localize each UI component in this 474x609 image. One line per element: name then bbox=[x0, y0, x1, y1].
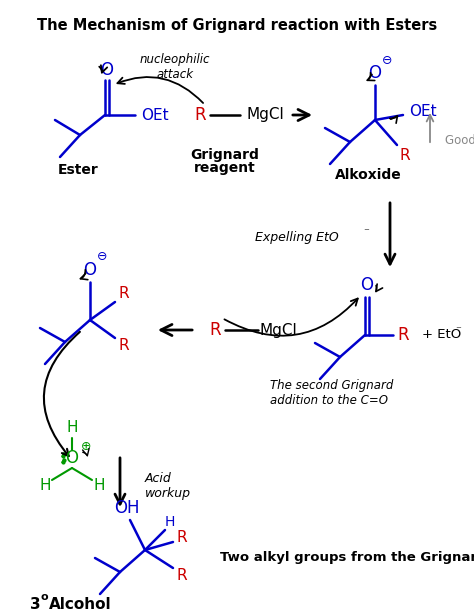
Text: O: O bbox=[368, 64, 382, 82]
Text: nucleophilic: nucleophilic bbox=[140, 54, 210, 66]
Text: ⁻: ⁻ bbox=[455, 325, 461, 335]
Text: Good LG: Good LG bbox=[445, 133, 474, 147]
Text: R: R bbox=[397, 326, 409, 344]
Text: OH: OH bbox=[114, 499, 140, 517]
Text: The Mechanism of Grignard reaction with Esters: The Mechanism of Grignard reaction with … bbox=[37, 18, 437, 33]
Text: H: H bbox=[93, 479, 105, 493]
Text: ⊖: ⊖ bbox=[97, 250, 107, 264]
Text: O: O bbox=[100, 61, 113, 79]
Text: H: H bbox=[39, 479, 51, 493]
Text: O: O bbox=[65, 449, 79, 467]
Text: OEt: OEt bbox=[409, 105, 437, 119]
Text: Two alkyl groups from the Grignard: Two alkyl groups from the Grignard bbox=[220, 552, 474, 565]
Text: O: O bbox=[83, 261, 97, 279]
Text: R: R bbox=[209, 321, 221, 339]
Text: workup: workup bbox=[145, 487, 191, 499]
Text: R: R bbox=[118, 339, 129, 353]
Text: Alkoxide: Alkoxide bbox=[335, 168, 401, 182]
Text: addition to the C=O: addition to the C=O bbox=[270, 393, 388, 406]
Text: attack: attack bbox=[156, 68, 193, 82]
Text: + EtO: + EtO bbox=[422, 328, 461, 342]
Text: R: R bbox=[400, 147, 410, 163]
Text: Alcohol: Alcohol bbox=[49, 597, 111, 609]
Text: Acid: Acid bbox=[145, 471, 172, 485]
Text: ⊕: ⊕ bbox=[81, 440, 91, 452]
Text: O: O bbox=[361, 276, 374, 294]
Text: reagent: reagent bbox=[194, 161, 256, 175]
Text: Ester: Ester bbox=[58, 163, 99, 177]
Text: Grignard: Grignard bbox=[191, 148, 259, 162]
Text: ⁻: ⁻ bbox=[363, 227, 369, 237]
Text: R: R bbox=[118, 286, 129, 301]
Text: MgCl: MgCl bbox=[259, 323, 297, 337]
Text: o: o bbox=[41, 592, 49, 602]
Text: OEt: OEt bbox=[141, 108, 169, 122]
Text: ⊖: ⊖ bbox=[382, 54, 392, 66]
Text: MgCl: MgCl bbox=[246, 108, 284, 122]
Text: 3: 3 bbox=[30, 597, 41, 609]
Text: Expelling EtO: Expelling EtO bbox=[255, 231, 339, 244]
Text: H: H bbox=[165, 515, 175, 529]
Text: The second Grignard: The second Grignard bbox=[270, 379, 393, 392]
Text: H: H bbox=[66, 420, 78, 435]
Text: R: R bbox=[177, 568, 187, 582]
Text: R: R bbox=[194, 106, 206, 124]
Text: R: R bbox=[177, 530, 187, 546]
